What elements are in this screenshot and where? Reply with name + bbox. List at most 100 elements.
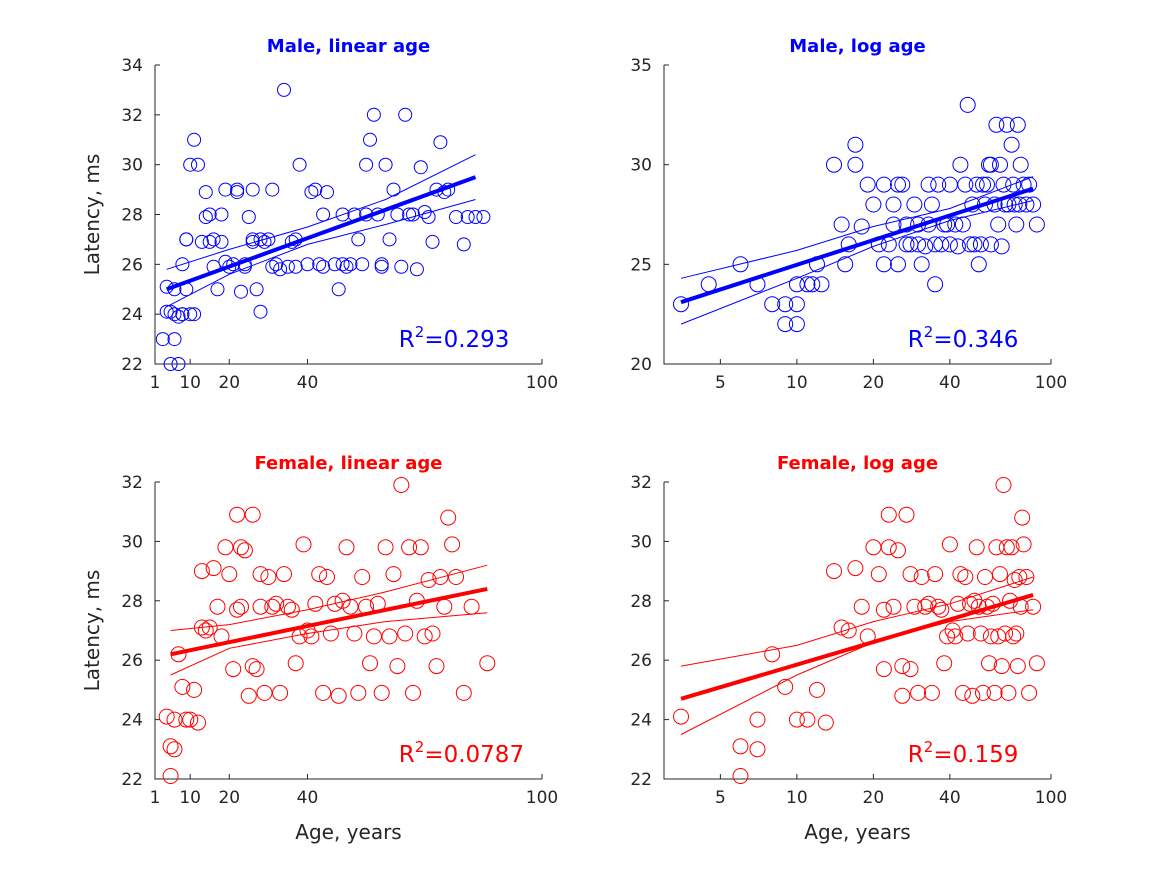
r-squared-prefix: R bbox=[908, 327, 924, 353]
data-point bbox=[992, 566, 1008, 583]
data-point bbox=[995, 477, 1012, 493]
data-point bbox=[992, 156, 1008, 173]
data-point bbox=[959, 625, 976, 642]
data-point bbox=[432, 569, 449, 585]
data-point bbox=[777, 296, 794, 313]
data-point bbox=[174, 678, 191, 695]
x-tick-label: 5 bbox=[715, 788, 726, 808]
data-point bbox=[894, 176, 911, 193]
data-point bbox=[187, 132, 202, 147]
data-point bbox=[233, 539, 249, 556]
data-point bbox=[316, 259, 331, 274]
data-point bbox=[990, 216, 1007, 233]
data-point bbox=[214, 207, 229, 222]
data-point bbox=[163, 357, 178, 371]
data-point bbox=[183, 307, 198, 322]
data-point bbox=[885, 598, 902, 615]
data-point bbox=[890, 542, 906, 559]
data-point bbox=[233, 598, 249, 615]
x-tick-label: 100 bbox=[1035, 788, 1067, 808]
data-point bbox=[335, 207, 350, 222]
data-point bbox=[732, 738, 749, 755]
x-tick-label: 40 bbox=[939, 788, 961, 808]
data-point bbox=[346, 625, 363, 642]
data-point bbox=[158, 708, 175, 725]
data-point bbox=[952, 156, 969, 173]
x-tick-label: 20 bbox=[218, 788, 240, 808]
data-point bbox=[338, 539, 355, 556]
data-point bbox=[420, 572, 437, 588]
x-tick-label: 40 bbox=[297, 373, 319, 393]
data-point bbox=[265, 259, 280, 274]
data-point bbox=[182, 711, 199, 728]
data-point bbox=[1008, 216, 1025, 233]
data-point bbox=[397, 625, 414, 642]
data-point bbox=[777, 316, 794, 333]
data-point bbox=[764, 646, 781, 663]
data-point bbox=[788, 711, 805, 728]
data-point bbox=[982, 156, 999, 173]
data-point bbox=[930, 176, 947, 193]
data-point bbox=[1005, 628, 1022, 645]
data-point bbox=[421, 210, 436, 224]
data-point bbox=[167, 307, 182, 322]
data-point bbox=[248, 661, 265, 678]
data-point bbox=[875, 661, 892, 678]
data-point bbox=[244, 506, 261, 523]
y-tick-label: 30 bbox=[121, 156, 143, 176]
data-point bbox=[799, 711, 816, 728]
data-point bbox=[288, 259, 303, 274]
y-tick-label: 24 bbox=[121, 711, 143, 731]
x-tick-label: 10 bbox=[786, 788, 808, 808]
data-point bbox=[949, 238, 966, 255]
y-tick-label: 35 bbox=[630, 56, 652, 76]
data-point bbox=[366, 107, 381, 122]
data-point bbox=[947, 216, 964, 233]
data-point bbox=[964, 687, 981, 704]
data-point bbox=[933, 601, 950, 618]
axes-frame bbox=[663, 65, 1051, 365]
data-point bbox=[436, 598, 453, 615]
data-point bbox=[817, 714, 834, 731]
data-point bbox=[1014, 509, 1031, 526]
data-point bbox=[264, 598, 281, 615]
x-tick-label: 10 bbox=[786, 373, 808, 393]
data-point bbox=[316, 207, 331, 222]
data-point bbox=[374, 257, 389, 272]
data-point bbox=[972, 625, 989, 642]
data-point bbox=[198, 185, 213, 200]
data-point bbox=[847, 136, 864, 153]
data-point bbox=[875, 601, 892, 618]
data-point bbox=[175, 257, 190, 272]
data-point bbox=[998, 539, 1015, 556]
data-point bbox=[389, 658, 406, 675]
x-tick-label: 20 bbox=[863, 788, 885, 808]
data-point bbox=[425, 234, 440, 249]
data-point bbox=[875, 176, 892, 193]
data-point bbox=[468, 210, 483, 224]
r-squared-prefix: R bbox=[399, 742, 415, 768]
panel-title: Male, linear age bbox=[267, 36, 430, 57]
r-squared-superscript: 2 bbox=[415, 323, 425, 341]
panel-title: Female, linear age bbox=[254, 453, 442, 474]
data-point bbox=[906, 196, 923, 213]
data-point bbox=[390, 207, 405, 222]
data-point bbox=[362, 655, 378, 672]
data-point bbox=[1025, 196, 1042, 213]
data-point bbox=[171, 357, 186, 371]
data-point bbox=[988, 116, 1005, 133]
data-point bbox=[833, 216, 850, 233]
x-tick-label: 20 bbox=[218, 373, 240, 393]
ci-lower-line bbox=[680, 200, 1034, 325]
data-point bbox=[381, 628, 398, 645]
data-point bbox=[890, 176, 906, 193]
data-point bbox=[949, 595, 966, 612]
panel-female-linear-age: 22 24 26 28 30 32 1 10 20 40 100 Female, linear age… bbox=[80, 453, 558, 844]
data-point bbox=[993, 238, 1010, 255]
data-point bbox=[292, 157, 307, 172]
data-point bbox=[311, 566, 328, 583]
data-point bbox=[970, 256, 987, 273]
data-point bbox=[1009, 116, 1026, 133]
data-point bbox=[910, 684, 927, 701]
data-point bbox=[847, 560, 864, 577]
